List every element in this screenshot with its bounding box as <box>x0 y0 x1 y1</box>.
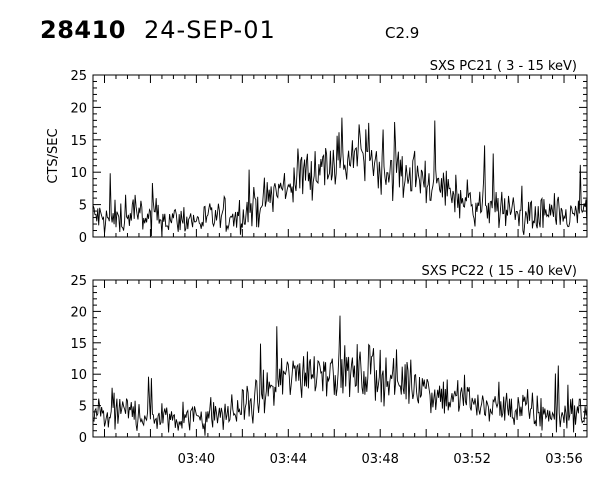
x-tick-label: 03:56 <box>545 452 582 467</box>
y-tick-label: 0 <box>79 231 87 246</box>
panel-title: SXS PC22 ( 15 - 40 keV) <box>421 264 577 279</box>
x-tick-label: 03:40 <box>178 452 215 467</box>
y-tick-label: 20 <box>70 101 87 116</box>
panel-title: SXS PC21 ( 3 - 15 keV) <box>430 59 577 74</box>
y-tick-label: 5 <box>79 400 87 415</box>
chart-panel-2: 0 5 10 15 20 25 03:40 03:44 03:48 03:52 03:56 SXS P… <box>70 264 588 467</box>
y-tick-label: 10 <box>70 368 87 383</box>
plot-frame <box>92 74 588 238</box>
lightcurve-series <box>92 315 588 436</box>
y-tick-label: 0 <box>79 431 87 446</box>
y-tick-label: 25 <box>70 274 87 289</box>
lightcurve-series <box>92 117 588 237</box>
y-tick-label: 20 <box>70 305 87 320</box>
plot-frame <box>92 279 588 438</box>
y-tick-label: 15 <box>70 337 87 352</box>
orbit-number: 28410 <box>40 16 126 44</box>
x-tick-label: 03:52 <box>453 452 490 467</box>
y-tick-label: 10 <box>70 166 87 181</box>
observation-date: 24-SEP-01 <box>144 16 276 44</box>
y-tick-label: 25 <box>70 69 87 84</box>
y-tick-label: 15 <box>70 134 87 149</box>
y-tick-label: 5 <box>79 199 87 214</box>
y-axis-label: CTS/SEC <box>46 128 61 183</box>
flare-class: C2.9 <box>385 24 420 42</box>
x-tick-label: 03:48 <box>361 452 398 467</box>
chart-panel-1: 0 5 10 15 20 25 SXS PC21 ( 3 - 15 keV) CTS/SEC <box>46 59 588 246</box>
x-tick-label: 03:44 <box>270 452 307 467</box>
